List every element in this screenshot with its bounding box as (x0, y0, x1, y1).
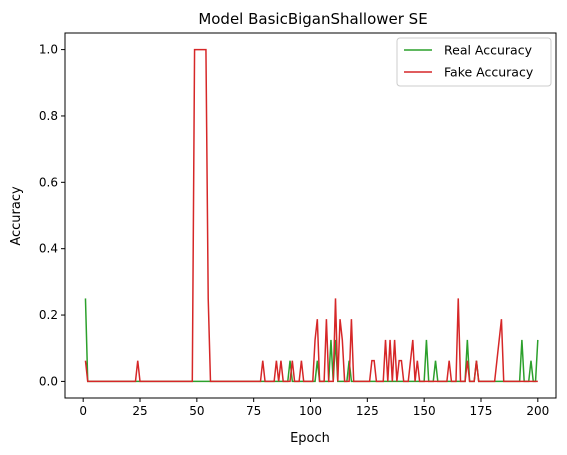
series-layer (84, 48, 539, 383)
y-tick-label: 0.2 (39, 308, 58, 322)
x-tick-label: 75 (246, 404, 261, 418)
y-axis-ticks: 0.0 0.2 0.4 0.6 0.8 1.0 (39, 43, 65, 388)
y-tick-label: 1.0 (39, 43, 58, 57)
x-tick-label: 175 (470, 404, 493, 418)
x-tick-label: 200 (526, 404, 549, 418)
x-axis-label: Epoch (290, 431, 330, 446)
y-tick-label: 0.6 (39, 175, 58, 189)
legend: Real Accuracy Fake Accuracy (396, 37, 552, 87)
legend-label-real-accuracy: Real Accuracy (444, 43, 533, 58)
x-tick-label: 50 (189, 404, 204, 418)
x-axis-ticks: 0 25 50 75 100 125 150 175 200 (79, 398, 549, 418)
x-tick-label: 25 (132, 404, 147, 418)
series-line-real-accuracy (84, 298, 539, 383)
legend-frame (396, 37, 552, 87)
chart-title: Model BasicBiganShallower SE (198, 10, 427, 28)
y-tick-label: 0.8 (39, 109, 58, 123)
series-line-fake-accuracy (84, 48, 538, 383)
x-tick-label: 125 (356, 404, 379, 418)
x-tick-label: 100 (299, 404, 322, 418)
x-tick-label: 150 (413, 404, 436, 418)
y-axis-label: Accuracy (9, 186, 24, 246)
plot-area (64, 32, 557, 399)
y-tick-label: 0.0 (39, 374, 58, 388)
x-tick-label: 0 (79, 404, 87, 418)
legend-label-fake-accuracy: Fake Accuracy (444, 65, 534, 80)
axes-frame (64, 32, 557, 399)
y-tick-label: 0.4 (39, 242, 58, 256)
